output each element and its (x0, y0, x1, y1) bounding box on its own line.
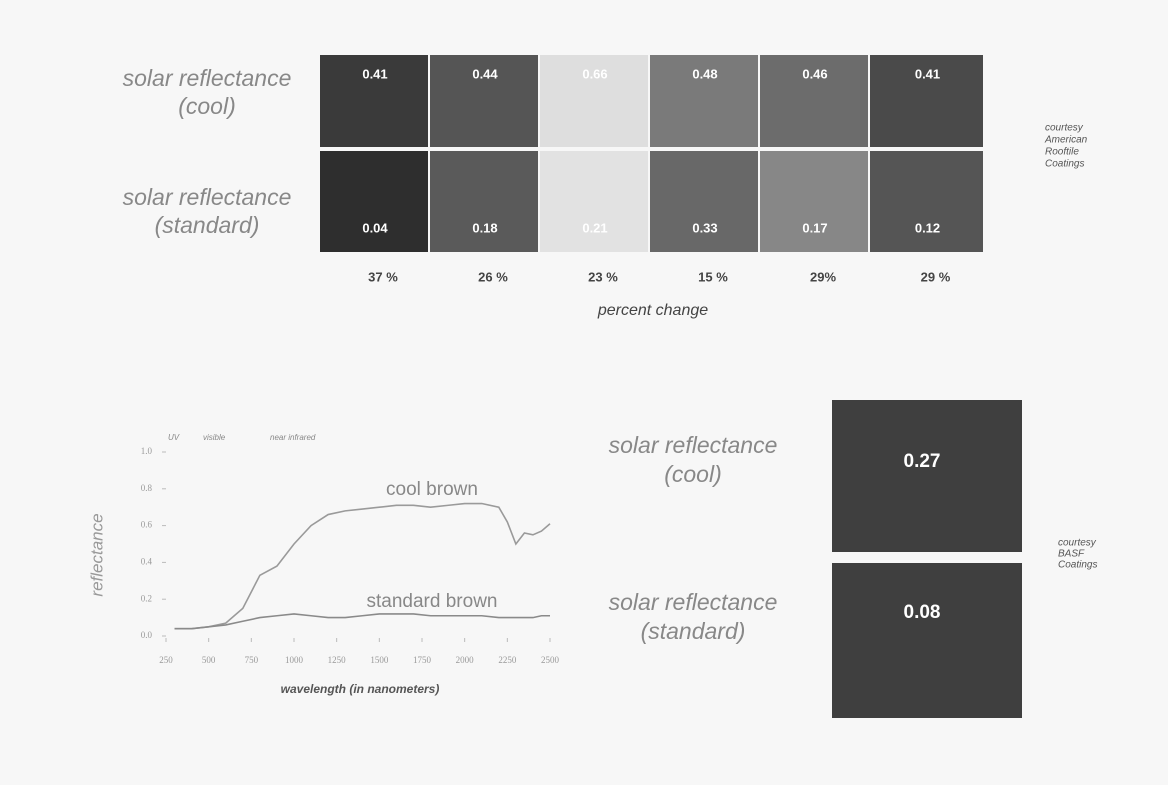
figure: percent change wavelength (in nanometers… (0, 0, 1168, 785)
y-tick-label: 0.2 (141, 593, 152, 603)
tile-value: 0.04 (362, 220, 388, 235)
region-label: near infrared (270, 433, 316, 442)
swatch (832, 400, 1022, 552)
row-label: solar reflectance (609, 589, 778, 615)
percent-change: 26 % (478, 269, 508, 284)
x-tick-label: 2250 (498, 655, 517, 665)
tile (540, 151, 648, 252)
row-label: (standard) (155, 212, 260, 238)
row-label: solar reflectance (123, 65, 292, 91)
tile-value: 0.41 (915, 66, 940, 81)
x-tick-label: 750 (245, 655, 259, 665)
series-label: standard brown (367, 591, 498, 612)
tile-value: 0.46 (802, 66, 827, 81)
percent-change: 29% (810, 269, 836, 284)
tile (430, 151, 538, 252)
tile (760, 151, 868, 252)
courtesy: Coatings (1058, 560, 1097, 571)
series-label: cool brown (386, 479, 478, 500)
percent-label: percent change (597, 302, 708, 319)
tile-value: 0.66 (582, 66, 607, 81)
courtesy: courtesy (1045, 123, 1084, 134)
courtesy: Rooftile (1045, 147, 1079, 158)
tile-value: 0.41 (362, 66, 387, 81)
y-tick-label: 0.4 (141, 556, 153, 566)
swatch (832, 563, 1022, 718)
courtesy: BASF (1058, 549, 1085, 560)
x-tick-label: 1250 (328, 655, 347, 665)
y-tick-label: 0.6 (141, 520, 153, 530)
y-tick-label: 0.0 (141, 630, 153, 640)
tile-value: 0.48 (692, 66, 717, 81)
swatch-value: 0.27 (904, 451, 941, 472)
courtesy: Coatings (1045, 159, 1084, 170)
x-tick-label: 1750 (413, 655, 432, 665)
x-tick-label: 1500 (370, 655, 389, 665)
x-tick-label: 500 (202, 655, 216, 665)
courtesy: American (1044, 135, 1088, 146)
tile (870, 151, 983, 252)
percent-change: 15 % (698, 269, 728, 284)
tile-value: 0.33 (692, 220, 717, 235)
tile (320, 151, 428, 252)
tile-value: 0.18 (472, 220, 497, 235)
tile-value: 0.17 (802, 220, 827, 235)
swatch-value: 0.08 (904, 602, 941, 623)
x-axis-label: wavelength (in nanometers) (281, 682, 440, 696)
tile-value: 0.12 (915, 220, 940, 235)
row-label: (cool) (178, 93, 236, 119)
tile (650, 151, 758, 252)
row-label: (cool) (664, 461, 722, 487)
y-tick-label: 0.8 (141, 483, 153, 493)
tile-value: 0.21 (582, 220, 607, 235)
region-label: visible (203, 433, 226, 442)
region-label: UV (168, 433, 180, 442)
percent-change: 23 % (588, 269, 618, 284)
x-tick-label: 250 (159, 655, 173, 665)
percent-change: 29 % (921, 269, 951, 284)
tile-value: 0.44 (472, 66, 498, 81)
y-axis-label: reflectance (87, 513, 106, 596)
row-label: solar reflectance (123, 184, 292, 210)
row-label: solar reflectance (609, 432, 778, 458)
x-tick-label: 1000 (285, 655, 304, 665)
x-tick-label: 2500 (541, 655, 560, 665)
row-label: (standard) (641, 618, 746, 644)
y-tick-label: 1.0 (141, 446, 153, 456)
percent-change: 37 % (368, 269, 398, 284)
courtesy: courtesy (1058, 538, 1097, 549)
x-tick-label: 2000 (456, 655, 475, 665)
